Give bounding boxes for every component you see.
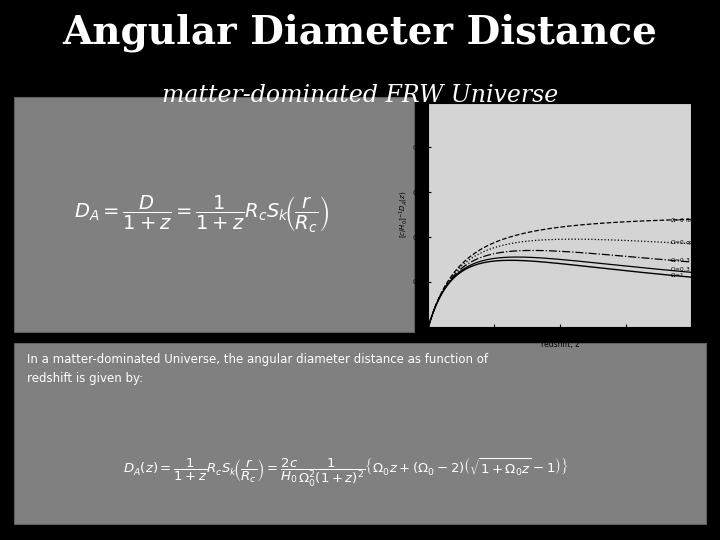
- Text: matter-dominated FRW Universe: matter-dominated FRW Universe: [162, 84, 558, 107]
- Text: Angular Diameter Distance: Angular Diameter Distance: [63, 14, 657, 52]
- FancyBboxPatch shape: [14, 97, 414, 332]
- X-axis label: redshift, z: redshift, z: [541, 340, 579, 349]
- Text: $\Omega$=0.3 open: $\Omega$=0.3 open: [670, 265, 707, 274]
- Text: In a matter-dominated Universe, the angular diameter distance as function of
red: In a matter-dominated Universe, the angu…: [27, 353, 488, 384]
- Text: $D_A(z) = \dfrac{1}{1+z}R_c S_k\!\left(\dfrac{r}{R_c}\right)= \dfrac{2c}{H_0}\df: $D_A(z) = \dfrac{1}{1+z}R_c S_k\!\left(\…: [123, 457, 569, 489]
- Text: $\Omega$=0 flat: $\Omega$=0 flat: [670, 216, 697, 224]
- FancyBboxPatch shape: [14, 343, 706, 524]
- Text: $\Omega$=1: $\Omega$=1: [670, 271, 685, 279]
- Text: $\Omega$=0 open: $\Omega$=0 open: [670, 238, 701, 247]
- Text: $D_A = \dfrac{D}{1+z} = \dfrac{1}{1+z}R_c S_k\!\left(\dfrac{r}{R_c}\right)$: $D_A = \dfrac{D}{1+z} = \dfrac{1}{1+z}R_…: [74, 194, 330, 235]
- Y-axis label: $[c/H_0]^{-1} D_A(z)$: $[c/H_0]^{-1} D_A(z)$: [397, 191, 410, 238]
- Text: $\Omega$=0.3 flat: $\Omega$=0.3 flat: [670, 256, 702, 264]
